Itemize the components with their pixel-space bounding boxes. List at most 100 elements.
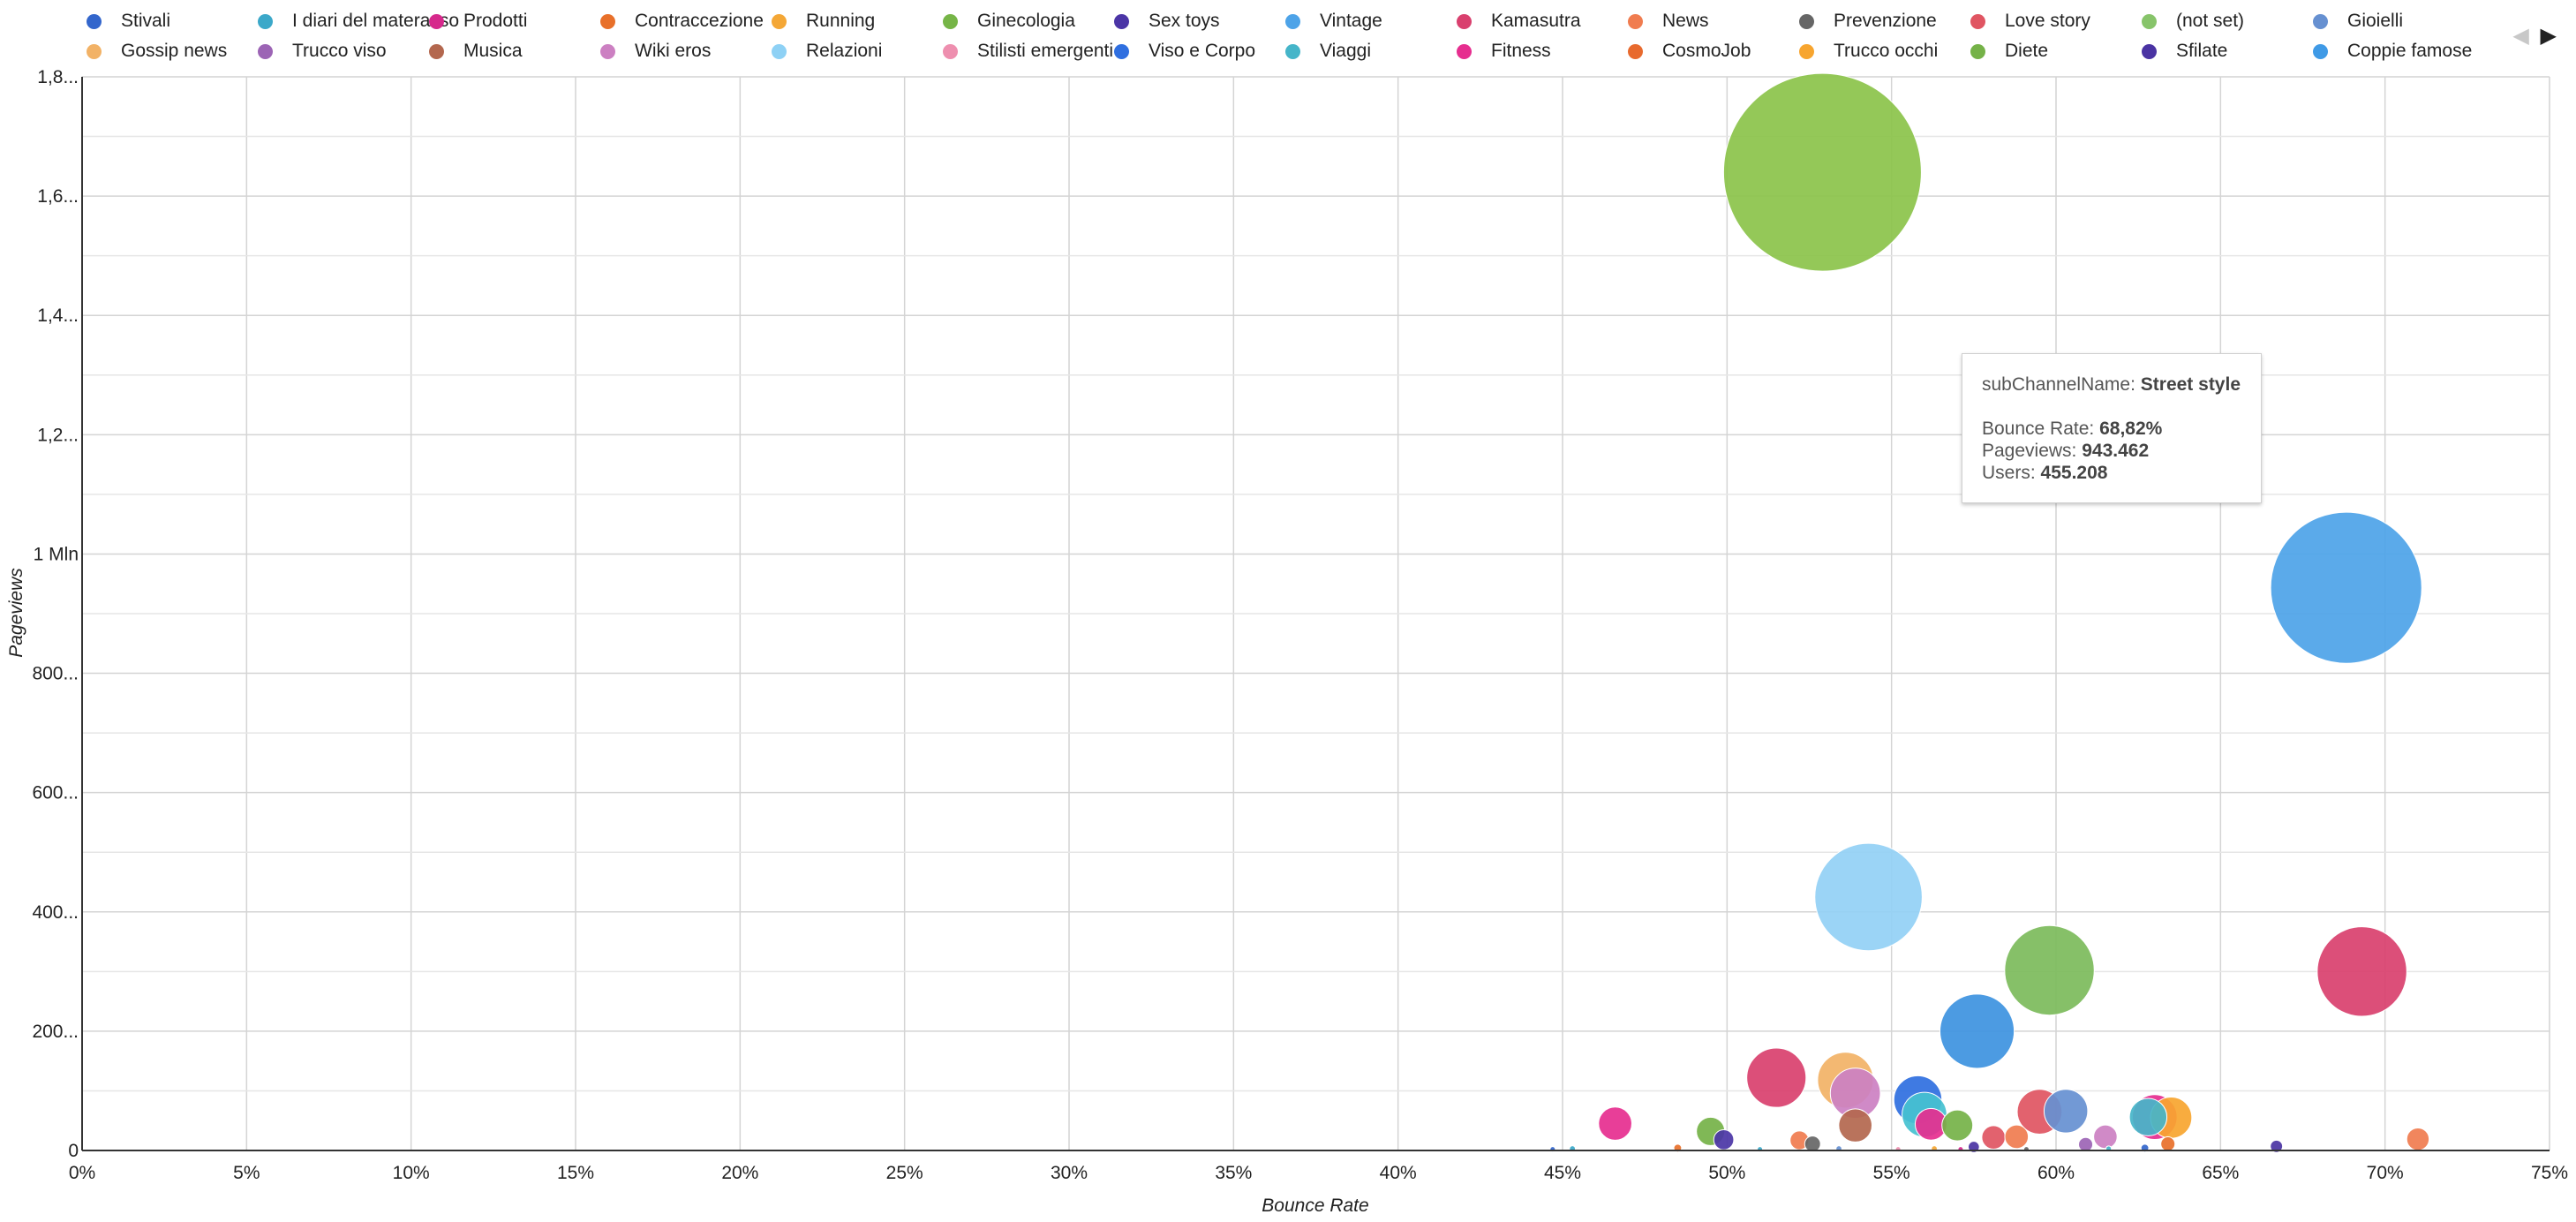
legend-label: Ginecologia [977, 11, 1075, 31]
legend-swatch [1799, 13, 1814, 29]
legend-item[interactable]: Prodotti [429, 11, 527, 32]
legend-item[interactable]: Trucco occhi [1799, 41, 1938, 62]
legend-item[interactable]: Running [772, 11, 875, 32]
legend-item[interactable]: Viso e Corpo [1114, 41, 1255, 62]
x-tick-label: 0% [69, 1163, 95, 1183]
legend-prev-arrow-icon[interactable]: ◀ [2512, 24, 2529, 48]
legend-item[interactable]: Stilisti emergenti [943, 41, 1113, 62]
legend-item[interactable]: Viaggi [1285, 41, 1371, 62]
x-tick-label: 30% [1051, 1163, 1088, 1183]
tooltip-bounce-row: Bounce Rate: 68,82% [1982, 418, 2241, 440]
bubble-point[interactable] [2160, 1136, 2176, 1152]
bubble-point[interactable] [2270, 511, 2422, 664]
legend-item[interactable]: Musica [429, 41, 523, 62]
legend-label: Coppie famose [2347, 41, 2473, 61]
legend-swatch [1457, 43, 1472, 59]
legend-swatch [1285, 43, 1300, 59]
x-tick-label: 75% [2531, 1163, 2568, 1183]
bubble-point[interactable] [2004, 1124, 2030, 1150]
tooltip-dimension-row: subChannelName: Street style [1982, 373, 2241, 396]
legend-item[interactable]: Kamasutra [1457, 11, 1581, 32]
legend-swatch [1457, 13, 1472, 29]
y-tick-label: 1 Mln [34, 544, 79, 564]
bubble-point[interactable] [1838, 1108, 1872, 1143]
legend-item[interactable]: Prevenzione [1799, 11, 1937, 32]
legend-swatch [943, 13, 958, 29]
y-tick-label: 200... [32, 1022, 79, 1042]
legend-label: Viaggi [1320, 41, 1371, 61]
legend-item[interactable]: Stivali [87, 11, 170, 32]
legend-swatch [2142, 13, 2157, 29]
legend-label: Gioielli [2347, 11, 2404, 31]
legend-item[interactable]: CosmoJob [1628, 41, 1751, 62]
legend-label: Vintage [1320, 11, 1382, 31]
legend-item[interactable]: Sfilate [2142, 41, 2227, 62]
legend-swatch [600, 43, 615, 59]
legend-item[interactable]: Vintage [1285, 11, 1382, 32]
legend-swatch [2313, 43, 2328, 59]
bubble-point[interactable] [2093, 1124, 2118, 1150]
legend-label: Prodotti [463, 11, 528, 31]
legend-item[interactable]: (not set) [2142, 11, 2244, 32]
bubble-point[interactable] [1722, 72, 1922, 272]
bubble-point[interactable] [1814, 842, 1923, 952]
legend-label: Sex toys [1149, 11, 1220, 31]
legend-label: CosmoJob [1662, 41, 1751, 61]
x-tick-label: 35% [1215, 1163, 1252, 1183]
bubble-point[interactable] [1598, 1106, 1632, 1141]
bubble-point[interactable] [1804, 1135, 1821, 1153]
legend-item[interactable]: Diete [1970, 41, 2048, 62]
legend-label: Prevenzione [1834, 11, 1937, 31]
bubble-point[interactable] [1940, 993, 2015, 1069]
tooltip-users-label: Users: [1982, 463, 2036, 483]
bubble-point[interactable] [1981, 1125, 2006, 1150]
legend-pagination: ◀ ▶ [2507, 23, 2557, 49]
y-tick-label: 800... [32, 664, 79, 684]
bubble-point[interactable] [2004, 924, 2095, 1016]
legend-item[interactable]: I diari del materasso [258, 11, 459, 32]
y-tick-label: 1,2... [37, 425, 79, 445]
x-tick-label: 55% [1873, 1163, 1910, 1183]
legend-swatch [1970, 43, 1985, 59]
legend-item[interactable]: Gossip news [87, 41, 227, 62]
x-tick-label: 25% [886, 1163, 923, 1183]
bubble-point[interactable] [2043, 1089, 2089, 1134]
legend-label: Viso e Corpo [1149, 41, 1256, 61]
legend-next-arrow-icon[interactable]: ▶ [2540, 24, 2557, 48]
bubble-point[interactable] [1746, 1047, 1807, 1108]
legend-label: Stivali [121, 11, 171, 31]
legend-item[interactable]: Gioielli [2313, 11, 2403, 32]
legend-item[interactable]: Wiki eros [600, 41, 711, 62]
legend-item[interactable]: News [1628, 11, 1709, 32]
x-tick-label: 45% [1544, 1163, 1581, 1183]
bubble-point[interactable] [2128, 1098, 2168, 1136]
legend-item[interactable]: Coppie famose [2313, 41, 2472, 62]
bubble-point[interactable] [2406, 1127, 2430, 1151]
legend-swatch [1799, 43, 1814, 59]
legend-swatch [1114, 43, 1129, 59]
legend-swatch [2142, 43, 2157, 59]
legend-swatch [1114, 13, 1129, 29]
bubble-point[interactable] [2078, 1136, 2094, 1152]
legend-item[interactable]: Fitness [1457, 41, 1551, 62]
legend-label: Diete [2005, 41, 2049, 61]
x-tick-label: 60% [2037, 1163, 2075, 1183]
legend-label: Stilisti emergenti [977, 41, 1114, 61]
legend-item[interactable]: Ginecologia [943, 11, 1075, 32]
legend-swatch [258, 13, 273, 29]
legend-item[interactable]: Trucco viso [258, 41, 387, 62]
bubble-point[interactable] [2316, 926, 2407, 1017]
bubble-point[interactable] [2270, 1139, 2284, 1153]
legend-item[interactable]: Relazioni [772, 41, 882, 62]
bubble-point[interactable] [1713, 1128, 1735, 1150]
legend-item[interactable]: Contraccezione [600, 11, 764, 32]
bubble-point[interactable] [1941, 1109, 1974, 1142]
legend-item[interactable]: Love story [1970, 11, 2090, 32]
tooltip-bounce-value: 68,82% [2099, 419, 2163, 439]
legend-item[interactable]: Sex toys [1114, 11, 1220, 32]
legend-label: Contraccezione [635, 11, 764, 31]
y-tick-label: 600... [32, 783, 79, 803]
legend-swatch [772, 13, 787, 29]
chart-bubbles [1549, 72, 2430, 1153]
